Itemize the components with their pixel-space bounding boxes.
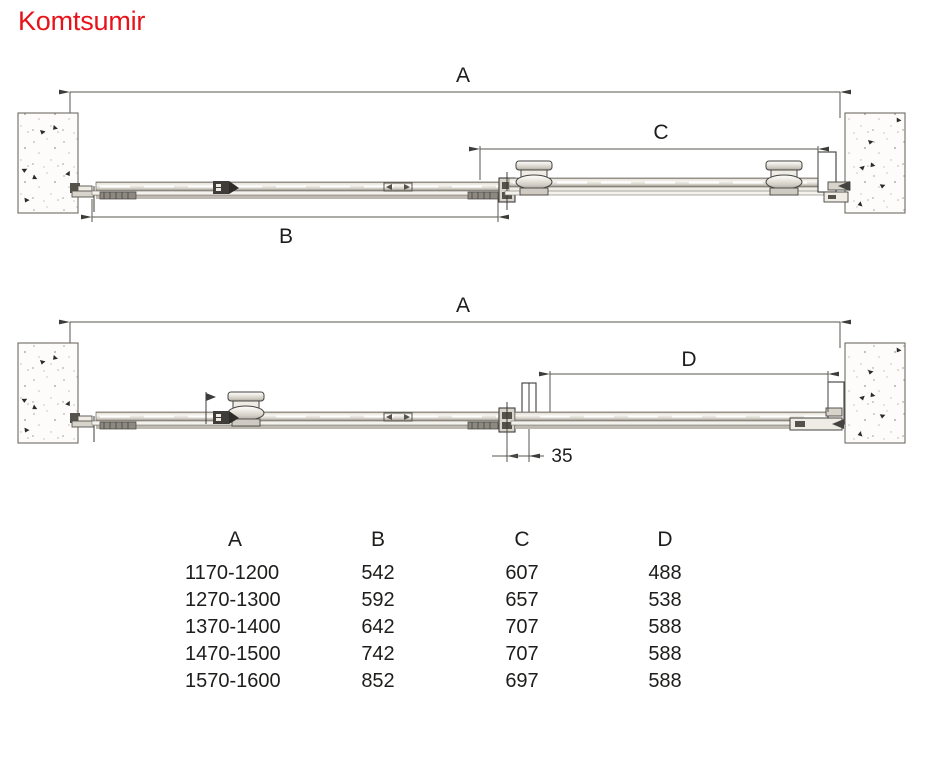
fixed-panel-rail-bottom [91,411,503,429]
cell-b: 742 [361,643,395,665]
panel-lock-block-top [213,181,239,194]
cad-canvas: A [17,64,906,467]
table-row: 1470-1500 742 707 588 [0,643,935,670]
left-wall-top [17,112,79,214]
fixed-panel-lower-track-top [91,190,503,196]
roller-left-bottom [205,391,265,427]
table-row: 1370-1400 642 707 588 [0,616,935,643]
cell-c: 607 [505,562,539,584]
table-header-c: C [514,528,530,551]
right-wall-bracket-top [817,151,851,203]
brand-logo: Komtsumir [18,6,146,36]
fixed-panel-rail-top [95,181,501,199]
dimension-d-label: D [681,348,696,371]
top-view: A [17,64,906,248]
dimension-c-label: C [653,121,668,144]
moving-panel-rail-top [504,177,834,196]
cell-d: 588 [648,643,682,665]
table-header-row: A B C D [0,528,935,562]
cell-b: 542 [361,562,395,584]
rail-end-bracket-left-top [99,191,137,200]
table-row: 1570-1600 852 697 588 [0,670,935,697]
table-row: 1270-1300 592 657 538 [0,589,935,616]
panel-lock-block-bottom [213,411,239,424]
dimension-a-label: A [456,64,470,87]
roller-right-top [765,160,803,196]
dimension-35: 35 [492,429,573,467]
dimension-a-top: A [59,64,851,118]
rail-end-bracket-left-bottom [99,421,137,430]
right-wall-bottom [844,342,906,444]
cell-a: 1270-1300 [185,589,281,611]
cell-a: 1470-1500 [185,643,281,665]
cell-a: 1570-1600 [185,670,281,692]
bottom-view: A [17,294,906,467]
cell-d: 538 [648,589,682,611]
left-wall-bracket-top [70,183,95,212]
cell-a: 1370-1400 [185,616,281,638]
cell-b: 592 [361,589,395,611]
dimension-a-label-2: A [456,294,470,317]
cell-c: 657 [505,589,539,611]
cell-b: 852 [361,670,395,692]
table-header-d: D [657,528,673,551]
dimension-c-top: C [469,121,829,180]
right-wall-bracket-bottom [789,381,845,431]
moving-panel-rail-bottom [510,411,834,429]
left-wall-bottom [17,342,79,444]
dimension-d-bottom: D [539,348,839,412]
dimension-35-label: 35 [551,446,572,467]
table-header-a: A [227,528,242,551]
cell-a: 1170-1200 [185,562,280,584]
right-wall-top [844,112,906,214]
table-row: 1170-1200 542 607 488 [0,562,935,589]
cell-d: 588 [648,670,682,692]
dimension-b-top: B [81,199,509,248]
cell-c: 707 [505,643,539,665]
rail-latch-top [383,182,413,192]
rail-latch-bottom [383,412,413,422]
dimension-b-label: B [279,225,293,248]
cell-d: 488 [648,562,682,584]
cell-b: 642 [361,616,395,638]
cell-d: 588 [648,616,682,638]
table-header-b: B [370,528,385,551]
roller-left-top [515,160,553,196]
cell-c: 697 [505,670,539,692]
dimension-a-bottom: A [59,294,851,348]
specification-table: A B C D 1170-1200 542 607 488 1270-1300 … [0,528,935,697]
cell-c: 707 [505,616,539,638]
